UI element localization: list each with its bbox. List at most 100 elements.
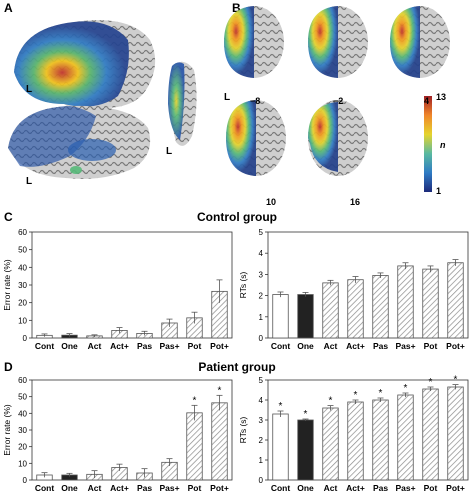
patient-error-ytick-label: 40 xyxy=(18,409,27,418)
patient-rt-bar xyxy=(297,419,314,481)
axial-slices xyxy=(224,6,450,176)
control-error-xtick-label: Cont xyxy=(35,341,55,351)
patient-rt-xtick-label: Act xyxy=(324,483,338,493)
patient-rt-ytick-label: 5 xyxy=(259,376,264,385)
patient-error-xtick-label: Pot xyxy=(188,483,202,493)
patient-rt-xtick-label: One xyxy=(297,483,314,493)
control-rt-ytick-label: 4 xyxy=(259,249,264,258)
patient-error-xtick-label: One xyxy=(61,483,78,493)
patient-rt-bar xyxy=(422,388,439,481)
patient-rt-bar xyxy=(347,401,364,481)
control-rt-bar xyxy=(347,279,364,339)
patient-rt-significance-star: * xyxy=(304,409,308,420)
panel-letter-c: C xyxy=(4,210,13,224)
control-error-xtick-label: One xyxy=(61,341,78,351)
control-error-xtick-label: Pas+ xyxy=(159,341,179,351)
patient-rt-bar xyxy=(272,413,289,481)
patient-rt-bar xyxy=(322,407,339,481)
patient-rt-significance-star: * xyxy=(454,375,458,386)
patient-rt-bar xyxy=(447,386,464,481)
hemisphere-label-lateral: L xyxy=(26,84,33,95)
patient-error-bar xyxy=(211,402,228,481)
patient-error-ytick-label: 10 xyxy=(18,459,27,468)
hemisphere-label-dorsal: L xyxy=(166,146,173,157)
patient-rt-xtick-label: Pas+ xyxy=(395,483,415,493)
control-rt-xtick-label: Pot+ xyxy=(446,341,465,351)
hemisphere-label-medial: L xyxy=(26,176,33,187)
slice-10 xyxy=(226,100,286,176)
colorbar-label: n xyxy=(440,140,446,150)
control-rt-frame xyxy=(267,231,469,339)
patient-error-xtick-label: Pas xyxy=(137,483,152,493)
control-rt-xtick-label: Cont xyxy=(271,341,291,351)
patient-rt-significance-star: * xyxy=(429,377,433,388)
control-rt-xtick-label: One xyxy=(297,341,314,351)
patient-rt-bar xyxy=(397,394,414,481)
control-rt-ytick-label: 1 xyxy=(259,313,264,322)
panel-letter-b: B xyxy=(232,1,241,15)
patient-error-xtick-label: Act xyxy=(88,483,102,493)
medial-hemisphere xyxy=(8,105,151,179)
control-error-ytick-label: 30 xyxy=(18,281,27,290)
patient-rt-ytick-label: 0 xyxy=(259,476,264,485)
patient-group-title: Patient group xyxy=(198,360,276,374)
colorbar xyxy=(424,96,432,192)
patient-rt-xtick-label: Pot xyxy=(424,483,438,493)
patient-rt-significance-star: * xyxy=(379,388,383,399)
control-error-ytick-label: 40 xyxy=(18,263,27,272)
patient-rt-ytick-label: 3 xyxy=(259,416,264,425)
slice-label-minus2: −2 xyxy=(333,96,344,106)
slice-label-minus8: −8 xyxy=(250,96,261,106)
slice-label-4: 4 xyxy=(424,96,430,106)
control-rt-xtick-label: Act+ xyxy=(346,341,365,351)
brain-figures xyxy=(8,6,450,192)
control-rt-ytick-label: 3 xyxy=(259,270,264,279)
patient-error-ytick-label: 50 xyxy=(18,393,27,402)
dorsal-view xyxy=(168,61,197,146)
control-rt-bar xyxy=(397,265,414,339)
patient-rt-xtick-label: Cont xyxy=(271,483,291,493)
patient-error-ytick-label: 30 xyxy=(18,426,27,435)
patient-error-ytick-label: 60 xyxy=(18,376,27,385)
slice-16 xyxy=(308,100,368,176)
control-error-ytick-label: 10 xyxy=(18,316,27,325)
control-rt-xtick-label: Pot xyxy=(424,341,438,351)
control-rt-ylabel: RTs (s) xyxy=(238,271,248,298)
control-rt-bar xyxy=(297,294,314,339)
patient-rt-significance-star: * xyxy=(329,396,333,407)
control-rt-bar xyxy=(322,282,339,339)
control-rt-ytick-label: 5 xyxy=(259,228,264,237)
control-error-ytick-label: 50 xyxy=(18,246,27,255)
control-error-xtick-label: Pot xyxy=(188,341,202,351)
panel-letter-a: A xyxy=(4,1,13,15)
patient-rt-xtick-label: Pot+ xyxy=(446,483,465,493)
colorbar-min: 1 xyxy=(436,186,442,196)
control-error-ytick-label: 60 xyxy=(18,228,27,237)
control-error-xtick-label: Act+ xyxy=(110,341,129,351)
panel-letter-d: D xyxy=(4,360,13,374)
control-rt-xtick-label: Pas xyxy=(373,341,388,351)
patient-rt-xtick-label: Pas xyxy=(373,483,388,493)
patient-rt-ytick-label: 4 xyxy=(259,396,264,405)
patient-rt-frame xyxy=(267,379,469,481)
patient-error-xtick-label: Cont xyxy=(35,483,55,493)
patient-rt-significance-star: * xyxy=(404,383,408,394)
patient-error-significance-star: * xyxy=(193,395,197,406)
control-rt-xtick-label: Pas+ xyxy=(395,341,415,351)
patient-rt-ytick-label: 1 xyxy=(259,456,264,465)
patient-error-ytick-label: 0 xyxy=(23,476,28,485)
lateral-hemisphere xyxy=(14,20,156,113)
patient-rt-ylabel: RTs (s) xyxy=(238,416,248,443)
control-group-title: Control group xyxy=(197,210,277,224)
control-error-ytick-label: 20 xyxy=(18,299,27,308)
control-error-ylabel: Error rate (%) xyxy=(2,259,12,311)
slice-label-10: 10 xyxy=(266,197,277,207)
slice-label-16: 16 xyxy=(350,197,361,207)
patient-error-xtick-label: Act+ xyxy=(110,483,129,493)
patient-rt-xtick-label: Act+ xyxy=(346,483,365,493)
patient-rt-ytick-label: 2 xyxy=(259,436,264,445)
control-error-xtick-label: Pot+ xyxy=(210,341,229,351)
control-rt-bar xyxy=(372,275,389,339)
patient-rt-significance-star: * xyxy=(354,390,358,401)
